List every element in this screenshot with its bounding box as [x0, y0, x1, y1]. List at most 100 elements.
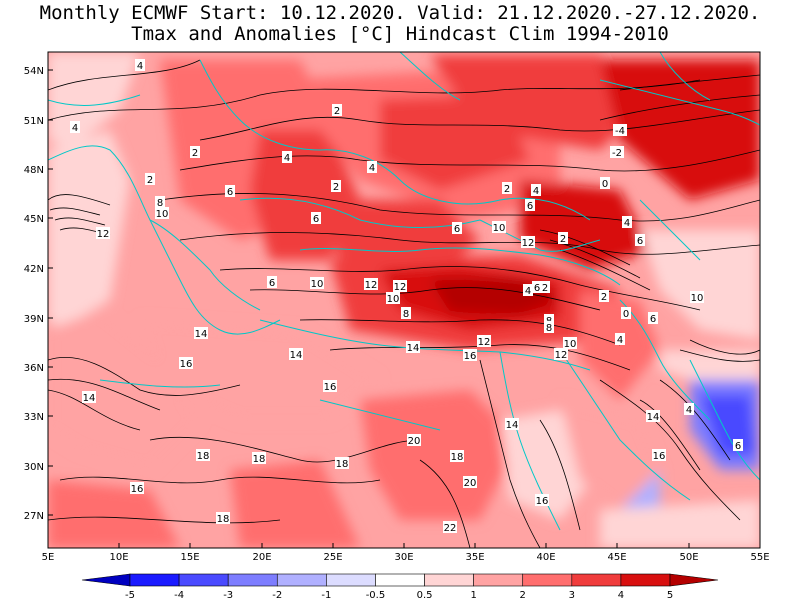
contour-label: 2 — [504, 184, 510, 195]
lat-label: 48N — [24, 165, 44, 176]
contour-label-bg — [335, 457, 349, 469]
lon-label: 10E — [109, 552, 128, 563]
contour-label: 12 — [97, 229, 110, 240]
contour-label-bg — [492, 221, 506, 233]
contour-label: 0 — [602, 179, 608, 190]
colorbar-label: 1 — [470, 590, 476, 600]
contour-label-bg — [216, 512, 230, 524]
contour-label-bg — [311, 212, 321, 224]
contour-label: 16 — [131, 484, 144, 495]
contour-label: 16 — [536, 496, 549, 507]
contour-label-bg — [558, 232, 568, 244]
contour-label-bg — [323, 380, 337, 392]
contour-label: 22 — [444, 523, 457, 534]
contour-label: 8 — [157, 198, 163, 209]
contour-label: 8 — [403, 309, 409, 320]
lon-label: 15E — [180, 552, 199, 563]
lat-label: 27N — [24, 511, 44, 522]
contour-label-bg — [523, 284, 533, 296]
colorbar-label: 0.5 — [417, 590, 433, 600]
contour-label: 12 — [522, 238, 535, 249]
lat-label: 33N — [24, 412, 44, 423]
contour-label: -2 — [612, 148, 622, 159]
colorbar-label: -5 — [125, 590, 135, 600]
lat-label: 51N — [24, 116, 44, 127]
contour-label-bg — [684, 403, 694, 415]
contour-label: 2 — [542, 283, 548, 294]
contour-label: 4 — [284, 153, 290, 164]
contour-label-bg — [502, 182, 512, 194]
contour-label-bg — [531, 184, 541, 196]
contour-label: 6 — [313, 214, 319, 225]
contour-label-bg — [401, 307, 411, 319]
colorbar-right-arrow — [669, 573, 719, 587]
contour-label: 16 — [324, 382, 337, 393]
colorbar-label: 5 — [667, 590, 673, 600]
contour-label-bg — [690, 291, 704, 303]
contour-label-bg — [155, 196, 165, 208]
contour-label: 4 — [369, 163, 375, 174]
colorbar-label: -3 — [223, 590, 233, 600]
contour-label-bg — [252, 452, 266, 464]
colorbar-label: -4 — [174, 590, 184, 600]
contour-label-bg — [332, 104, 342, 116]
contour-label-bg — [463, 476, 477, 488]
contour-label-bg — [367, 161, 377, 173]
tmax-contours — [48, 59, 760, 548]
contour-label: 2 — [601, 292, 607, 303]
contour-label-bg — [525, 199, 535, 211]
contour-label-bg — [135, 59, 145, 71]
contour-label: 6 — [269, 278, 275, 289]
colorbar-label: 4 — [618, 590, 624, 600]
contour-label-bg — [407, 434, 421, 446]
contour-label-bg — [155, 207, 169, 219]
lat-label: 42N — [24, 264, 44, 275]
colorbar-label: -2 — [272, 590, 282, 600]
contour-label: 18 — [451, 452, 464, 463]
contour-label-bg — [406, 341, 420, 353]
colorbar: -5 -4 -3 -2 -1 -0.5 0.5 1 2 3 4 5 — [81, 573, 719, 600]
contour-label-bg — [652, 449, 666, 461]
contour-label-bg — [544, 314, 554, 326]
contour-label: 4 — [686, 405, 692, 416]
lon-label: 55E — [750, 552, 769, 563]
map-title-line2: Tmax and Anomalies [°C] Hindcast Clim 19… — [131, 23, 669, 45]
colorbar-box — [178, 573, 229, 587]
lon-label: 5E — [42, 552, 55, 563]
contour-label-bg — [463, 349, 477, 361]
contour-label: 0 — [623, 309, 629, 320]
contour-label: 10 — [156, 209, 169, 220]
contour-label: 2 — [333, 182, 339, 193]
contour-label: 4 — [617, 335, 623, 346]
contour-label: 2 — [334, 106, 340, 117]
contour-label-bg — [310, 277, 324, 289]
contour-label-bg — [635, 234, 645, 246]
lon-label: 50E — [679, 552, 698, 563]
contour-label: 12 — [394, 282, 407, 293]
colorbar-box — [375, 573, 425, 587]
contour-label-bg — [393, 280, 407, 292]
colorbar-label: 2 — [520, 590, 526, 600]
contour-label-bg — [646, 410, 660, 422]
contour-label-bg — [196, 449, 210, 461]
contour-label-bg — [477, 335, 491, 347]
latitude-ticks: 54N 51N 48N 45N 42N 39N 36N 33N 30N 27N — [24, 66, 53, 522]
colorbar-box — [129, 573, 180, 587]
colorbar-box — [620, 573, 671, 587]
colorbar-label: 3 — [569, 590, 575, 600]
contour-label-bg — [194, 327, 208, 339]
contour-label-bg — [615, 333, 625, 345]
contour-label: 18 — [217, 514, 230, 525]
lat-label: 45N — [24, 214, 44, 225]
contour-label-bg — [225, 185, 235, 197]
colorbar-label: -1 — [321, 590, 331, 600]
contour-label-bg — [544, 321, 554, 333]
lat-label: 39N — [24, 314, 44, 325]
contour-label: 14 — [195, 329, 208, 340]
contour-label-bg — [532, 281, 542, 293]
contour-label-bg — [267, 276, 277, 288]
colorbar-box — [571, 573, 622, 587]
contour-label: 10 — [387, 294, 400, 305]
lon-label: 25E — [323, 552, 342, 563]
